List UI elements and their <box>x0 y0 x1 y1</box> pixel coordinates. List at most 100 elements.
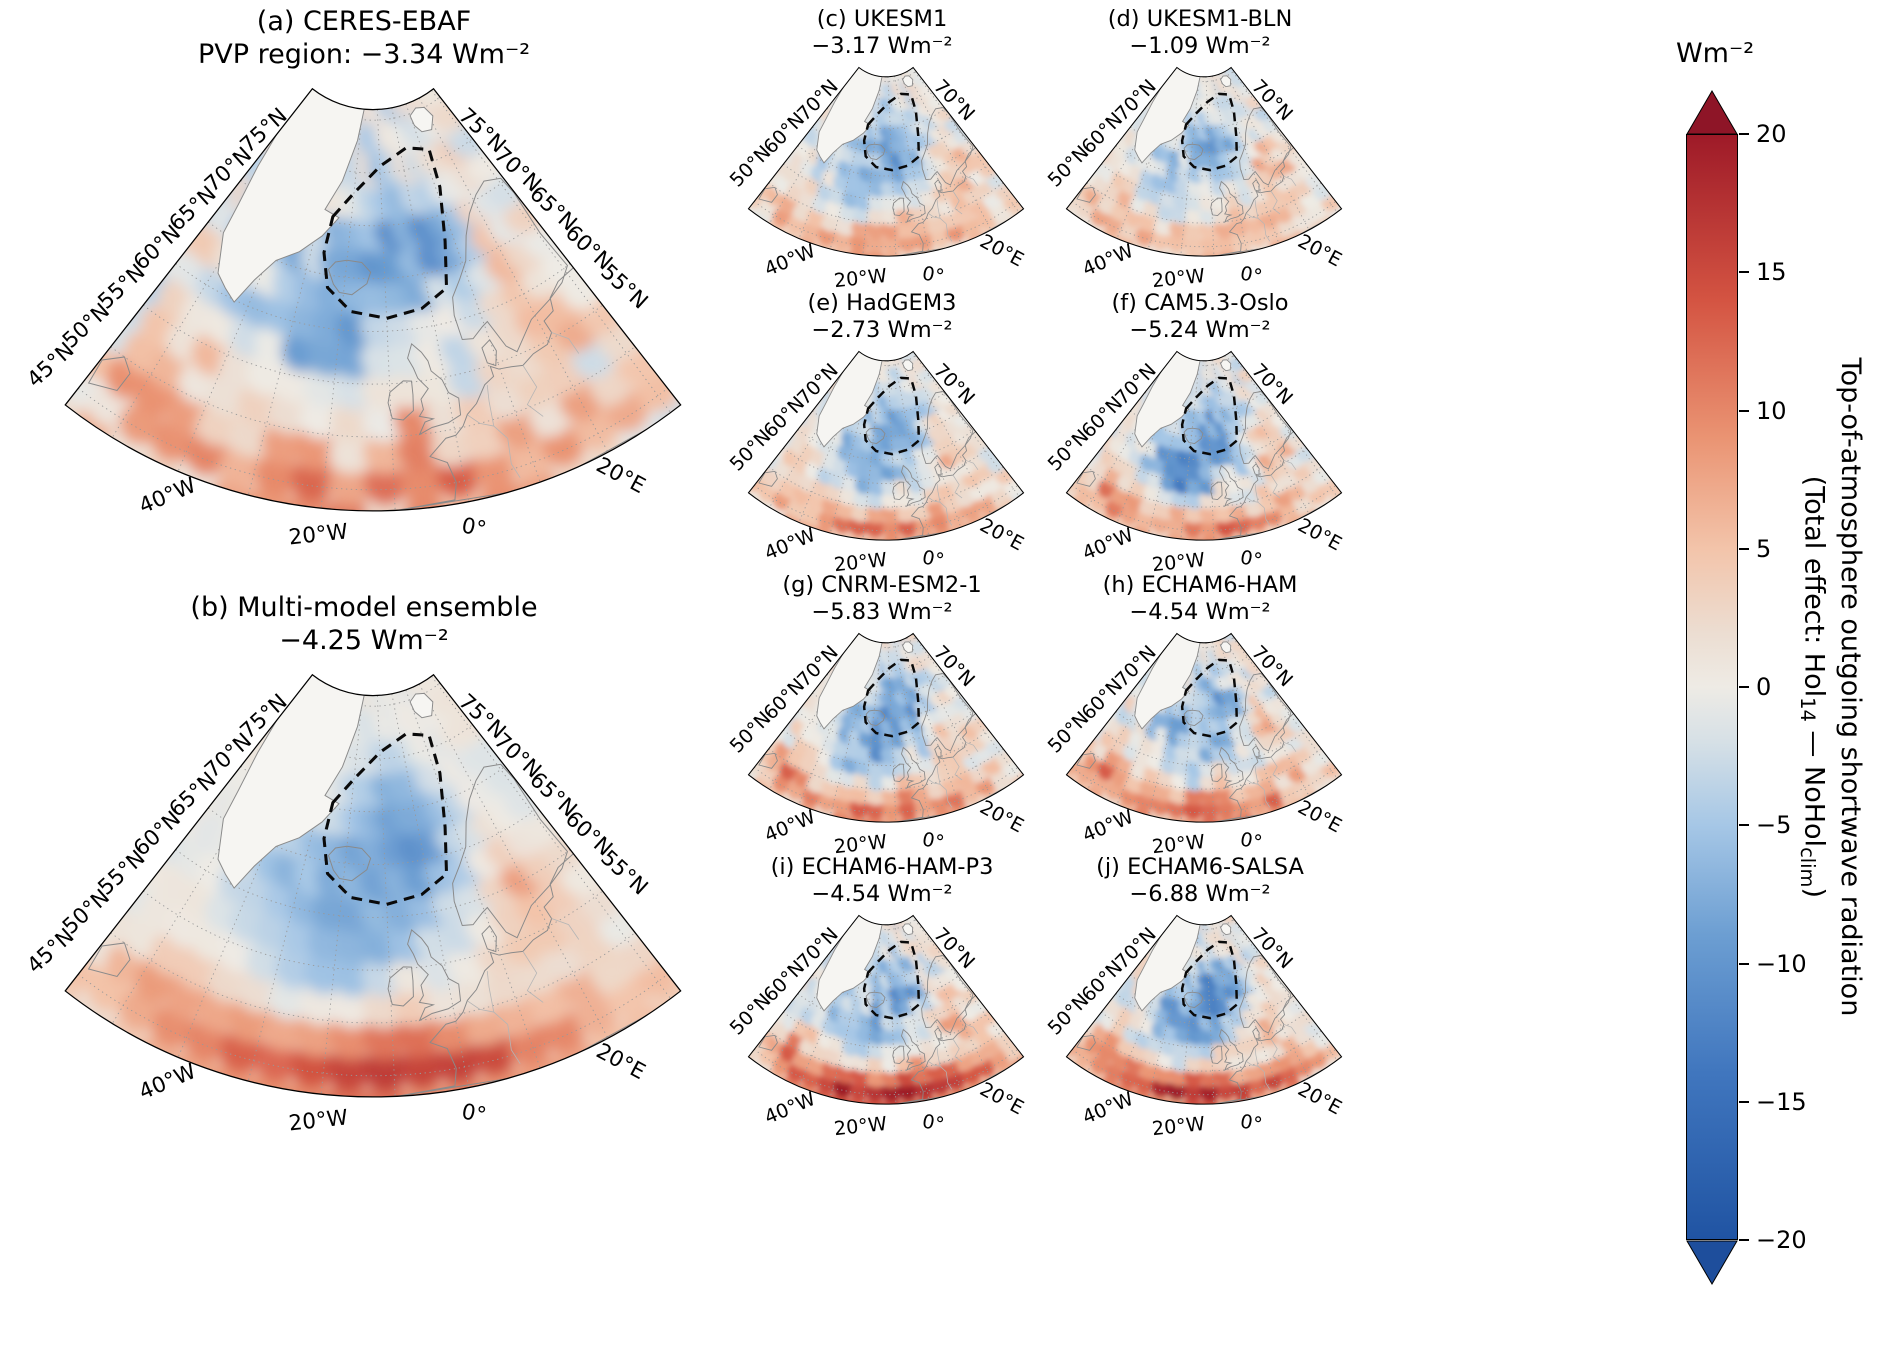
panel-h: (h) ECHAM6-HAM −4.54 Wm⁻² 70°N 60°N 50°N 70… <box>1040 572 1360 856</box>
pvp-region-outline <box>1180 658 1239 738</box>
panel-title: (e) HadGEM3 <box>807 290 957 316</box>
svg-text:20°W: 20°W <box>1151 548 1206 574</box>
data-field <box>65 88 681 511</box>
map-svg: 70°N60°N50°N70°N40°W 20°W 0°20°E <box>725 66 1028 290</box>
svg-text:0°: 0° <box>920 1109 946 1136</box>
svg-text:20°E: 20°E <box>592 453 649 499</box>
colorbar-gradient <box>1686 134 1738 1240</box>
panel-f: (f) CAM5.3-Oslo −5.24 Wm⁻² 70°N 60°N 50°N 7… <box>1040 290 1360 574</box>
map-svg: 70°N60°N50°N70°N40°W 20°W 0°20°E <box>1043 914 1346 1138</box>
map-hadgem3: 70°N 60°N 50°N 70°N 40°W 20°W 0° 20°E <box>722 344 1042 574</box>
colorbar-over-arrow <box>1686 90 1738 135</box>
coastlines <box>1076 633 1342 823</box>
svg-text:0°: 0° <box>460 513 489 542</box>
panel-subtitle: −6.88 Wm⁻² <box>1129 881 1271 907</box>
svg-text:20°E: 20°E <box>1294 513 1346 555</box>
svg-text:40°W: 40°W <box>761 523 819 565</box>
svg-text:40°W: 40°W <box>135 473 199 519</box>
colorbar-tickmark <box>1739 963 1749 965</box>
panel-e: (e) HadGEM3 −2.73 Wm⁻² 70°N 60°N 50°N 70°N 4… <box>722 290 1042 574</box>
svg-text:20°W: 20°W <box>288 1105 350 1136</box>
graticule <box>1072 915 1338 1104</box>
pvp-region-outline <box>862 92 921 172</box>
svg-text:20°E: 20°E <box>592 1039 649 1085</box>
map-border <box>1065 66 1343 257</box>
data-field <box>65 674 681 1097</box>
panel-d: (d) UKESM1-BLN −1.09 Wm⁻² 70°N 60°N 50°N 70… <box>1040 6 1360 290</box>
colorbar-tick-label: 0 <box>1756 673 1772 701</box>
map-svg: 70°N60°N50°N70°N40°W 20°W 0°20°E <box>1043 350 1346 574</box>
svg-text:20°W: 20°W <box>833 264 888 290</box>
svg-text:40°W: 40°W <box>1079 523 1137 565</box>
pvp-region-outline <box>1180 376 1239 456</box>
map-ukesm1-bln: 70°N 60°N 50°N 70°N 40°W 20°W 0° 20°E <box>1040 60 1360 290</box>
svg-text:40°W: 40°W <box>1079 1087 1137 1129</box>
panel-subtitle: −1.09 Wm⁻² <box>1129 33 1271 59</box>
pvp-region-outline <box>322 732 449 906</box>
svg-text:0°: 0° <box>1238 545 1264 572</box>
panel-subtitle: −4.54 Wm⁻² <box>811 881 953 907</box>
svg-text:0°: 0° <box>920 545 946 572</box>
map-border <box>1065 632 1343 823</box>
graticule <box>1072 67 1338 256</box>
svg-text:20°W: 20°W <box>833 548 888 574</box>
map-border <box>747 66 1025 257</box>
coastlines <box>758 351 1024 541</box>
panel-subtitle: −4.54 Wm⁻² <box>1129 599 1271 625</box>
svg-text:20°E: 20°E <box>1294 1077 1346 1119</box>
coastlines <box>1076 67 1342 257</box>
panel-title: (b) Multi-model ensemble <box>190 592 538 623</box>
svg-text:20°W: 20°W <box>288 519 350 550</box>
colorbar-tick-label: 5 <box>1756 535 1772 563</box>
map-svg: 70°N60°N50°N70°N40°W 20°W 0°20°E <box>1043 632 1346 856</box>
graticule <box>754 67 1020 256</box>
map-svg: 70°N60°N50°N70°N40°W 20°W 0°20°E <box>1043 66 1346 290</box>
map-border <box>747 914 1025 1105</box>
coastlines <box>87 88 681 511</box>
svg-text:20°E: 20°E <box>1294 229 1346 271</box>
colorbar-tick-label: −20 <box>1756 1226 1807 1254</box>
map-echam6-ham-p3: 70°N 60°N 50°N 70°N 40°W 20°W 0° 20°E <box>722 908 1042 1138</box>
svg-text:40°W: 40°W <box>761 1087 819 1129</box>
map-border <box>64 87 682 512</box>
colorbar-tickmark <box>1739 271 1749 273</box>
svg-text:40°W: 40°W <box>1079 805 1137 847</box>
panel-title: (h) ECHAM6-HAM <box>1102 572 1298 598</box>
panel-title: (f) CAM5.3-Oslo <box>1111 290 1289 316</box>
colorbar-tick-label: −5 <box>1756 811 1792 839</box>
panel-subtitle: −2.73 Wm⁻² <box>811 317 953 343</box>
panel-subtitle: −5.24 Wm⁻² <box>1129 317 1271 343</box>
svg-text:0°: 0° <box>460 1099 489 1128</box>
svg-text:20°E: 20°E <box>976 229 1028 271</box>
colorbar-tickmark <box>1739 548 1749 550</box>
panel-title: (a) CERES-EBAF <box>256 6 472 37</box>
svg-text:20°W: 20°W <box>1151 830 1206 856</box>
svg-text:0°: 0° <box>1238 827 1264 854</box>
graticule <box>754 915 1020 1104</box>
map-svg: 70°N60°N50°N70°N40°W 20°W 0°20°E <box>725 632 1028 856</box>
svg-text:20°W: 20°W <box>1151 264 1206 290</box>
panel-subtitle: −5.83 Wm⁻² <box>811 599 953 625</box>
map-border <box>1065 350 1343 541</box>
colorbar-tick-label: 15 <box>1756 258 1787 286</box>
panel-a-caption: (a) CERES-EBAF PVP region: −3.34 Wm⁻² <box>6 6 722 72</box>
svg-text:40°W: 40°W <box>135 1059 199 1105</box>
graticule <box>1072 351 1338 540</box>
panel-subtitle: −4.25 Wm⁻² <box>279 624 449 656</box>
svg-text:20°W: 20°W <box>833 1112 888 1138</box>
map-border <box>747 632 1025 823</box>
map-svg: 70°N60°N50°N70°N40°W 20°W 0°20°E <box>725 914 1028 1138</box>
pvp-region-outline <box>322 146 449 320</box>
map-ukesm1: 70°N 60°N 50°N 70°N 40°W 20°W 0° 20°E <box>722 60 1042 290</box>
panel-title: (j) ECHAM6-SALSA <box>1096 854 1304 880</box>
map-svg: 70°N60°N50°N70°N40°W 20°W 0°20°E <box>725 350 1028 574</box>
panel-c: (c) UKESM1 −3.17 Wm⁻² 70°N 60°N 50°N 70°N 40… <box>722 6 1042 290</box>
colorbar-axis-label-line2: (Total effect: Hol14 — NoHolclim) <box>1796 475 1830 899</box>
coastlines <box>758 67 1024 257</box>
graticule <box>754 633 1020 822</box>
panel-b-caption: (b) Multi-model ensemble −4.25 Wm⁻² <box>6 592 722 658</box>
coastlines <box>758 915 1024 1105</box>
colorbar-tickmark <box>1739 1101 1749 1103</box>
svg-text:20°E: 20°E <box>976 1077 1028 1119</box>
